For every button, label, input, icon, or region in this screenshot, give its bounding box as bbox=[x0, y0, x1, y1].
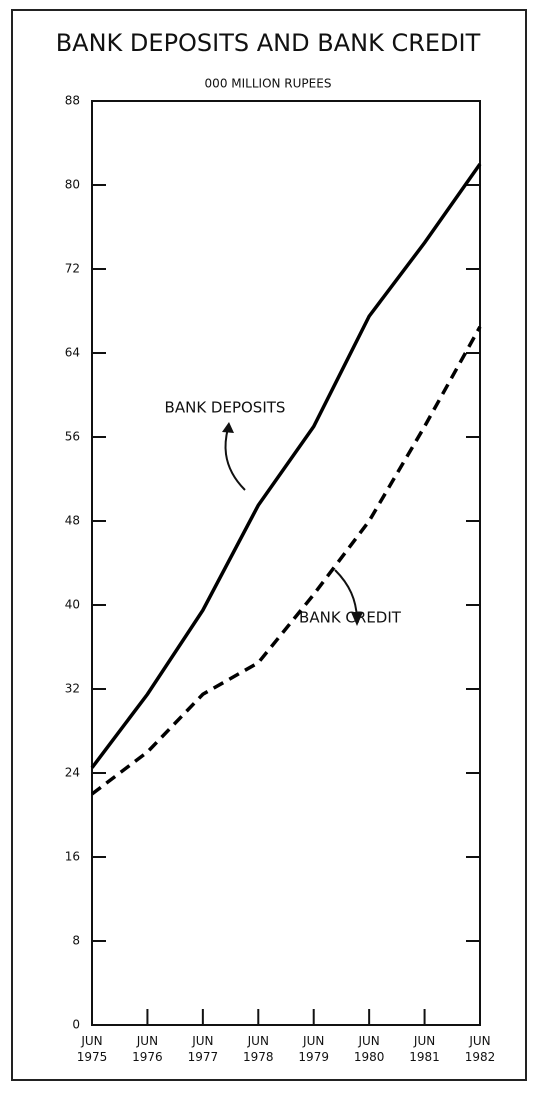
y-tick-label: 32 bbox=[65, 682, 80, 696]
y-tick-label: 0 bbox=[72, 1018, 80, 1032]
y-tick-label: 8 bbox=[72, 934, 80, 948]
arrow bbox=[224, 427, 246, 491]
y-tick-label: 40 bbox=[65, 598, 80, 612]
x-tick-label: JUN 1975 bbox=[76, 1034, 108, 1064]
x-tick-label: JUN 1976 bbox=[132, 1034, 163, 1064]
x-tick-label-box: JUN 1980 bbox=[353, 1034, 385, 1064]
x-tick-label: JUN 1982 bbox=[464, 1034, 496, 1064]
x-tick-label-box: JUN 1982 bbox=[464, 1034, 496, 1064]
y-tick-label: 48 bbox=[65, 514, 80, 528]
frame bbox=[11, 9, 527, 1081]
x-tick-label: JUN 1978 bbox=[243, 1034, 274, 1064]
x-tick-label-box: JUN 1979 bbox=[298, 1034, 329, 1064]
arrow-head bbox=[222, 422, 234, 433]
arrow-head bbox=[351, 612, 363, 626]
y-tick-label: 24 bbox=[65, 766, 80, 780]
x-tick-label: JUN 1980 bbox=[353, 1034, 385, 1064]
y-tick-label: 64 bbox=[65, 346, 80, 360]
x-tick-label-box: JUN 1977 bbox=[187, 1034, 219, 1064]
x-tick-label-box: JUN 1976 bbox=[132, 1034, 163, 1064]
series-label: BANK DEPOSITS bbox=[165, 399, 286, 417]
y-tick-label: 56 bbox=[65, 430, 80, 444]
series-line bbox=[90, 162, 482, 769]
x-tick-label: JUN 1977 bbox=[187, 1034, 219, 1064]
x-tick-label-box: JUN 1975 bbox=[76, 1034, 108, 1064]
series-label: BANK CREDIT bbox=[299, 609, 402, 627]
x-tick-label: JUN 1981 bbox=[409, 1034, 440, 1064]
x-tick-label-box: JUN 1981 bbox=[409, 1034, 440, 1064]
x-tick-label: JUN 1979 bbox=[298, 1034, 329, 1064]
y-tick-label: 72 bbox=[65, 262, 80, 276]
y-tick-label: 80 bbox=[65, 178, 80, 192]
y-tick-label: 88 bbox=[65, 94, 80, 108]
y-tick-label: 16 bbox=[65, 850, 80, 864]
x-tick-label-box: JUN 1978 bbox=[243, 1034, 274, 1064]
chart-subtitle: 000 MILLION RUPEES bbox=[205, 77, 332, 91]
chart-title: BANK DEPOSITS AND BANK CREDIT bbox=[56, 29, 481, 57]
plot-area bbox=[91, 100, 481, 1026]
series-line bbox=[90, 325, 482, 796]
